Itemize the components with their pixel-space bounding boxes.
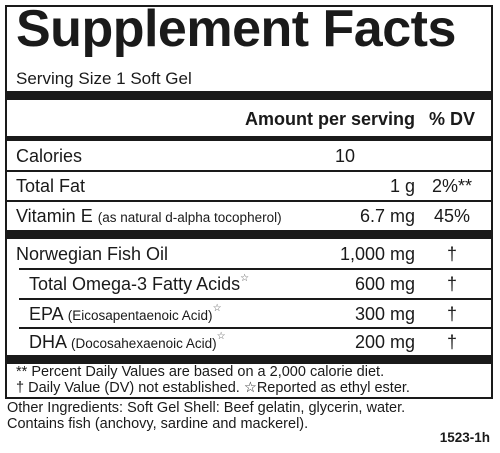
row-dv: † bbox=[446, 332, 457, 352]
row-total-fat: Total Fat 1 g 2%** bbox=[7, 173, 491, 199]
row-name: Calories bbox=[16, 146, 83, 166]
row-name: DHA (Docosahexaenoic Acid)☆ bbox=[29, 331, 226, 352]
row-dv: † bbox=[446, 304, 457, 324]
ethyl-ester-mark: ☆ bbox=[240, 273, 250, 284]
row-name: Total Omega-3 Fatty Acids☆ bbox=[29, 273, 250, 294]
allergen-statement: Contains fish (anchovy, sardine and mack… bbox=[7, 416, 309, 432]
thin-divider bbox=[19, 268, 491, 270]
row-amount: 300 mg bbox=[354, 304, 415, 324]
row-dha: DHA (Docosahexaenoic Acid)☆ 200 mg † bbox=[7, 329, 491, 355]
serving-size: Serving Size 1 Soft Gel bbox=[16, 69, 192, 88]
thick-divider bbox=[7, 230, 491, 239]
row-amount: 1,000 mg bbox=[339, 244, 415, 264]
row-name: Vitamin E (as natural d-alpha tocopherol… bbox=[16, 206, 282, 226]
thick-divider bbox=[7, 91, 491, 100]
row-amount: 10 bbox=[334, 146, 356, 166]
footnote-dv-not-established: † Daily Value (DV) not established. ☆Rep… bbox=[16, 380, 410, 396]
row-dv: 2%** bbox=[431, 176, 473, 196]
row-amount: 600 mg bbox=[354, 274, 415, 294]
row-dv: † bbox=[446, 244, 457, 264]
row-amount: 1 g bbox=[389, 176, 415, 196]
supplement-facts-panel: Supplement Facts Serving Size 1 Soft Gel… bbox=[5, 0, 493, 399]
row-name: Total Fat bbox=[16, 176, 86, 196]
row-amount: 6.7 mg bbox=[359, 206, 415, 226]
row-name-detail: (Docosahexaenoic Acid) bbox=[71, 336, 217, 351]
row-name-detail: (as natural d-alpha tocopherol) bbox=[97, 210, 282, 225]
amount-header: Amount per serving bbox=[244, 109, 415, 129]
row-name: Norwegian Fish Oil bbox=[16, 244, 169, 264]
row-omega-3: Total Omega-3 Fatty Acids☆ 600 mg † bbox=[7, 271, 491, 297]
row-calories: Calories 10 bbox=[7, 143, 491, 169]
thin-divider bbox=[7, 170, 491, 172]
ethyl-ester-mark: ☆ bbox=[216, 331, 226, 342]
product-code: 1523-1h bbox=[439, 430, 490, 445]
row-name-detail: (Eicosapentaenoic Acid) bbox=[67, 308, 213, 323]
medium-divider bbox=[7, 136, 491, 141]
dv-header: % DV bbox=[428, 109, 475, 129]
row-fish-oil: Norwegian Fish Oil 1,000 mg † bbox=[7, 241, 491, 267]
row-vitamin-e: Vitamin E (as natural d-alpha tocopherol… bbox=[7, 203, 491, 229]
thin-divider bbox=[19, 298, 491, 300]
footnote-daily-values: ** Percent Daily Values are based on a 2… bbox=[16, 364, 385, 380]
header-row: Amount per serving % DV bbox=[7, 106, 491, 132]
label-title: Supplement Facts bbox=[16, 0, 456, 58]
row-dv: † bbox=[446, 274, 457, 294]
thick-divider bbox=[7, 355, 491, 364]
row-name: EPA (Eicosapentaenoic Acid)☆ bbox=[29, 303, 222, 324]
row-amount: 200 mg bbox=[354, 332, 415, 352]
row-epa: EPA (Eicosapentaenoic Acid)☆ 300 mg † bbox=[7, 301, 491, 327]
row-dv: 45% bbox=[433, 206, 471, 226]
ethyl-ester-mark: ☆ bbox=[212, 303, 222, 314]
thin-divider bbox=[7, 200, 491, 202]
thin-divider bbox=[19, 327, 491, 329]
other-ingredients: Other Ingredients: Soft Gel Shell: Beef … bbox=[7, 400, 406, 416]
